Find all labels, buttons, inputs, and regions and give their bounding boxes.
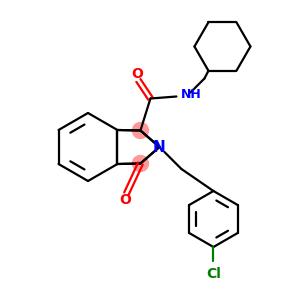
Text: Cl: Cl <box>206 267 221 281</box>
Text: O: O <box>119 194 131 208</box>
Circle shape <box>132 122 148 139</box>
Circle shape <box>132 155 148 172</box>
Text: NH: NH <box>180 88 201 101</box>
Text: O: O <box>131 68 143 82</box>
Text: N: N <box>153 140 166 154</box>
